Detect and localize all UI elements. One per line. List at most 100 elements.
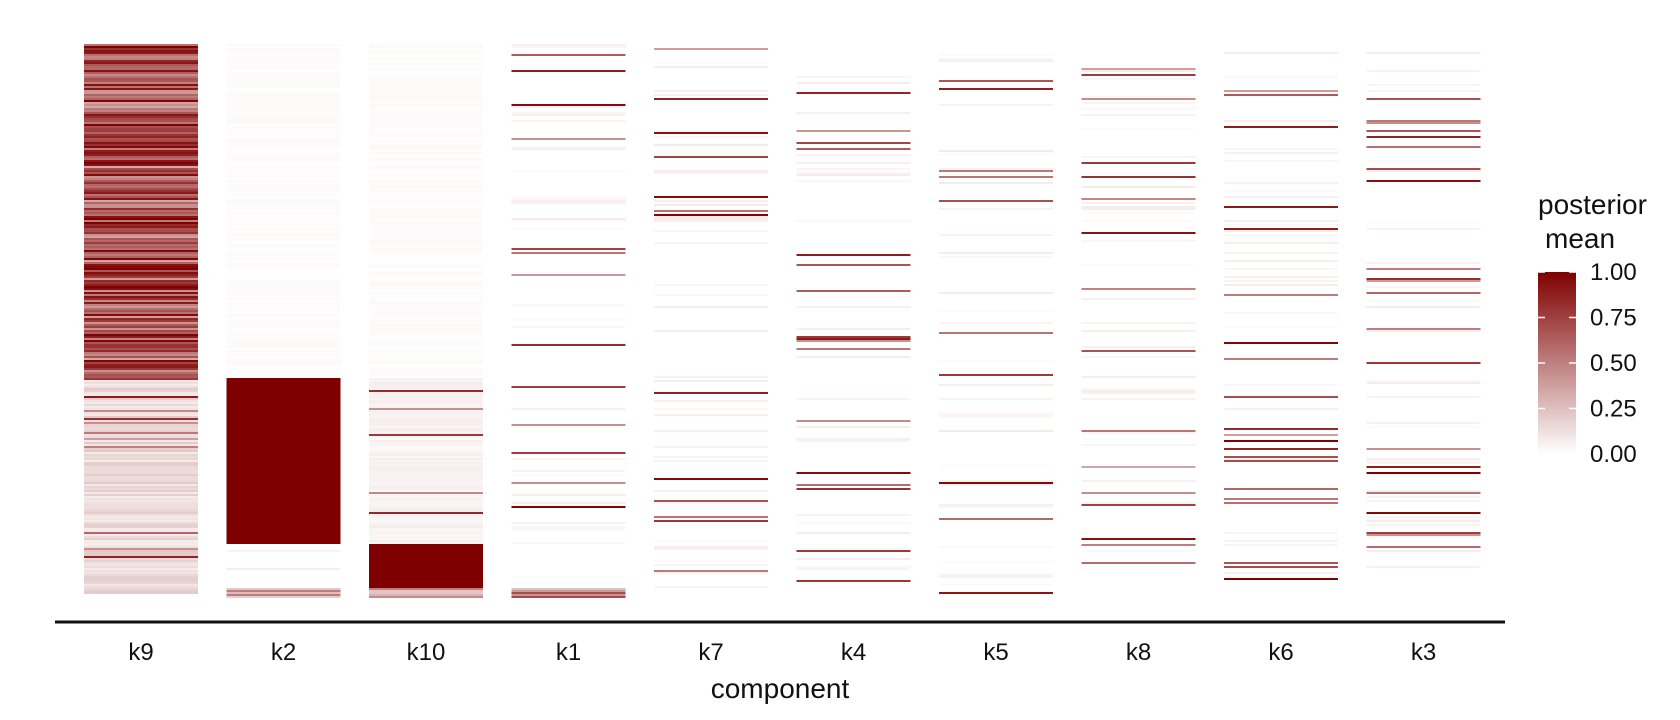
heatmap-cell <box>226 488 341 490</box>
heatmap-cell <box>939 592 1053 594</box>
heatmap-cell <box>369 506 483 508</box>
heatmap-cell <box>369 208 483 210</box>
heatmap-cell <box>369 166 483 168</box>
heatmap-cell <box>84 70 198 72</box>
heatmap-cell <box>369 584 483 586</box>
heatmap-cell <box>1366 306 1481 308</box>
heatmap-cell <box>226 222 341 224</box>
heatmap-cell <box>226 230 341 232</box>
heatmap-cell <box>369 238 483 240</box>
heatmap-cell <box>1224 284 1338 286</box>
heatmap-cell <box>226 148 341 150</box>
heatmap-cell <box>1081 240 1196 242</box>
x-tick-label-k3: k3 <box>1411 639 1436 666</box>
heatmap-cell <box>511 138 626 140</box>
heatmap-cell <box>369 528 483 530</box>
heatmap-cell <box>1224 224 1338 226</box>
heatmap-cell <box>84 168 198 170</box>
heatmap-cell <box>84 358 198 360</box>
heatmap-cell <box>369 338 483 340</box>
heatmap-cell <box>226 510 341 512</box>
heatmap-cell <box>1224 458 1338 460</box>
heatmap-cell <box>1224 182 1338 184</box>
heatmap-cell <box>84 104 198 106</box>
heatmap-cell <box>1081 444 1196 446</box>
heatmap-cell <box>226 494 341 496</box>
heatmap-cell <box>369 564 483 566</box>
heatmap-cell <box>1081 330 1196 332</box>
heatmap-cell <box>796 568 911 570</box>
heatmap-cell <box>1081 98 1196 100</box>
heatmap-cell <box>226 542 341 544</box>
heatmap-cell <box>226 146 341 148</box>
heatmap-cell <box>369 454 483 456</box>
heatmap-cell <box>84 150 198 152</box>
heatmap-cell <box>84 90 198 92</box>
heatmap-cell <box>796 338 911 340</box>
heatmap-cell <box>796 76 911 78</box>
heatmap-column-k1 <box>511 44 626 598</box>
heatmap-cell <box>84 584 198 586</box>
heatmap-cell <box>226 258 341 260</box>
heatmap-cell <box>1081 544 1196 546</box>
heatmap-cell <box>226 474 341 476</box>
heatmap-cell <box>226 402 341 404</box>
heatmap-cell <box>369 372 483 374</box>
heatmap-cell <box>1224 336 1338 338</box>
heatmap-cell <box>939 430 1053 432</box>
heatmap-cell <box>84 390 198 392</box>
heatmap-cell <box>1081 350 1196 352</box>
heatmap-cell <box>226 218 341 220</box>
heatmap-cell <box>84 188 198 190</box>
heatmap-cell <box>511 408 626 410</box>
heatmap-cell <box>1224 90 1338 92</box>
heatmap-cell <box>654 152 768 154</box>
heatmap-cell <box>1366 460 1481 462</box>
heatmap-cell <box>654 130 768 132</box>
heatmap-cell <box>1366 380 1481 382</box>
heatmap-cell <box>369 96 483 98</box>
heatmap-cell <box>84 160 198 162</box>
heatmap-cell <box>226 484 341 486</box>
heatmap-cell <box>226 526 341 528</box>
heatmap-cell <box>654 214 768 216</box>
heatmap-cell <box>1224 502 1338 504</box>
heatmap-cell <box>226 356 341 358</box>
heatmap-cell <box>369 368 483 370</box>
heatmap-cell <box>369 416 483 418</box>
heatmap-cell <box>226 594 341 596</box>
heatmap-cell <box>369 434 483 436</box>
heatmap-cell <box>1366 492 1481 494</box>
heatmap-cell <box>226 180 341 182</box>
heatmap-cell <box>84 480 198 482</box>
heatmap-cell <box>84 458 198 460</box>
heatmap-cell <box>84 56 198 58</box>
heatmap-cell <box>84 300 198 302</box>
heatmap-cell <box>1366 168 1481 170</box>
heatmap-cell <box>226 524 341 526</box>
heatmap-cell <box>369 524 483 526</box>
heatmap-cell <box>84 222 198 224</box>
legend-tick-label: 0.75 <box>1590 305 1637 332</box>
heatmap-cell <box>84 224 198 226</box>
heatmap-cell <box>84 276 198 278</box>
heatmap-cell <box>1366 566 1481 568</box>
heatmap-cell <box>369 576 483 578</box>
heatmap-cell <box>369 156 483 158</box>
heatmap-cell <box>84 508 198 510</box>
heatmap-cell <box>226 98 341 100</box>
x-tick-label-k2: k2 <box>271 639 296 666</box>
heatmap-cell <box>226 110 341 112</box>
heatmap-cell <box>511 44 626 46</box>
heatmap-cell <box>1224 206 1338 208</box>
heatmap-cell <box>226 306 341 308</box>
heatmap-cell <box>369 122 483 124</box>
heatmap-cell <box>1366 472 1481 474</box>
heatmap-cell <box>84 208 198 210</box>
heatmap-cell <box>369 588 483 590</box>
heatmap-cell <box>369 574 483 576</box>
heatmap-cell <box>369 134 483 136</box>
heatmap-cell <box>1224 408 1338 410</box>
heatmap-cell <box>369 472 483 474</box>
